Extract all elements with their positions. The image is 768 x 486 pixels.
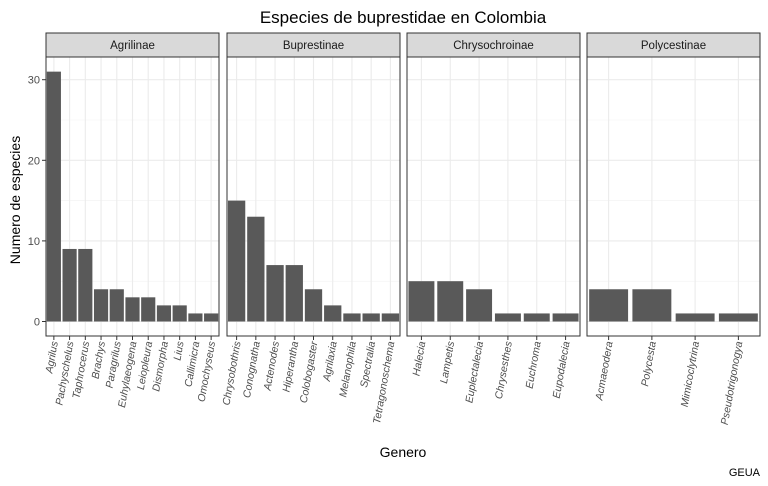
bar-actenodes bbox=[266, 265, 284, 322]
facet-strip bbox=[406, 32, 581, 58]
bar-brachys bbox=[93, 289, 109, 322]
x-tick-label: Euplectalecia bbox=[463, 340, 486, 404]
bar-pachyschelus bbox=[62, 248, 77, 322]
x-axis-label: Genero bbox=[380, 444, 427, 460]
bar-omochyseus bbox=[204, 313, 219, 322]
x-tick-label: Conognatha bbox=[241, 340, 263, 399]
facet-panel-chrysochroinae: Chrysochroinae Halecia Lampetis Euplectalec… bbox=[406, 32, 581, 404]
bar-tetragonoschema bbox=[381, 313, 400, 322]
x-tick-label: Spectralia bbox=[358, 340, 378, 388]
bar-melanophila bbox=[343, 313, 361, 322]
bar-spectralia bbox=[362, 313, 380, 322]
bar-agrilus bbox=[46, 71, 61, 322]
x-tick-label: Euchroma bbox=[524, 340, 544, 389]
bar-callimicra bbox=[188, 313, 203, 322]
bar-chrysobothris bbox=[227, 200, 246, 322]
bar-colobogaster bbox=[304, 289, 323, 322]
x-tick-label: Lampetis bbox=[438, 340, 457, 385]
x-tick-label: Melanophila bbox=[337, 340, 359, 398]
bar-conognatha bbox=[247, 216, 265, 322]
facet-panel-polycestinae: Polycestinae Acmaeodera Polycesta Mimicocly… bbox=[586, 32, 761, 426]
facet-strip-label: Agrilinae bbox=[110, 40, 155, 52]
facet-panels: AgrilinaeAgrilusPachyschelusTaphrocerusB… bbox=[43, 32, 761, 426]
facet-strip-label: Chrysochroinae bbox=[453, 40, 534, 52]
x-tick-label: Hiperantha bbox=[280, 340, 301, 393]
x-tick-label: Eupodalecia bbox=[551, 340, 573, 399]
bar-dismorpha bbox=[156, 305, 172, 322]
y-tick-label: 30 bbox=[28, 75, 40, 87]
x-tick-label: Pseudotrigonogya bbox=[719, 340, 746, 426]
bar-mimicoclytrina bbox=[675, 313, 715, 322]
facet-panel-agrilinae: AgrilinaeAgrilusPachyschelusTaphrocerusB… bbox=[43, 32, 220, 409]
facet-strip bbox=[45, 32, 220, 58]
bar-hiperantha bbox=[285, 265, 303, 322]
panel-border bbox=[406, 56, 581, 337]
facet-strip bbox=[226, 32, 401, 58]
x-tick-label: Colobogaster bbox=[298, 340, 321, 404]
facet-panel-buprestinae: BuprestinaeChrysobothrisConognathaActeno… bbox=[220, 32, 401, 425]
bar-euhylaeogena bbox=[125, 297, 140, 322]
x-tick-label: Halecia bbox=[410, 340, 428, 377]
y-axis-label: Numero de especies bbox=[7, 136, 23, 264]
x-tick-label: Chrysesthes bbox=[493, 340, 515, 400]
bar-taphrocerus bbox=[78, 248, 93, 322]
y-tick-label: 0 bbox=[34, 317, 40, 329]
y-tick-label: 10 bbox=[28, 236, 40, 248]
x-tick-label: Mimicoclytrina bbox=[679, 340, 702, 408]
bar-euplectalecia bbox=[466, 289, 493, 322]
x-tick-label: Polycesta bbox=[639, 340, 659, 387]
panel-border bbox=[586, 56, 761, 337]
bar-acmaeodera bbox=[589, 289, 629, 322]
x-tick-label: Lius bbox=[171, 340, 186, 362]
facet-strip-label: Buprestinae bbox=[283, 40, 344, 52]
bar-lius bbox=[172, 305, 187, 322]
bar-agrilaxia bbox=[324, 305, 342, 322]
facet-strip bbox=[586, 32, 761, 58]
panel-background bbox=[407, 57, 580, 336]
x-tick-label: Agrilaxia bbox=[321, 340, 340, 383]
bar-euchroma bbox=[523, 313, 550, 322]
facet-strip-label: Polycestinae bbox=[641, 40, 706, 52]
y-axis: 0 10 20 30 bbox=[28, 75, 46, 329]
bar-pseudotrigonogya bbox=[718, 313, 758, 322]
chart-caption: GEUA bbox=[729, 467, 761, 479]
bar-polycesta bbox=[632, 289, 672, 322]
x-tick-label: Agrilus bbox=[43, 340, 61, 375]
bar-leiopleura bbox=[141, 297, 156, 322]
x-tick-label: Actenodes bbox=[261, 340, 282, 393]
bar-lampetis bbox=[437, 281, 464, 322]
y-tick-label: 20 bbox=[28, 155, 40, 167]
bar-paragrilus bbox=[109, 289, 124, 322]
bar-eupodalecia bbox=[552, 313, 579, 322]
bar-halecia bbox=[408, 281, 435, 322]
chart-title: Especies de buprestidae en Colombia bbox=[260, 8, 547, 27]
x-tick-label: Acmaeodera bbox=[593, 340, 615, 402]
bar-chrysesthes bbox=[494, 313, 521, 322]
